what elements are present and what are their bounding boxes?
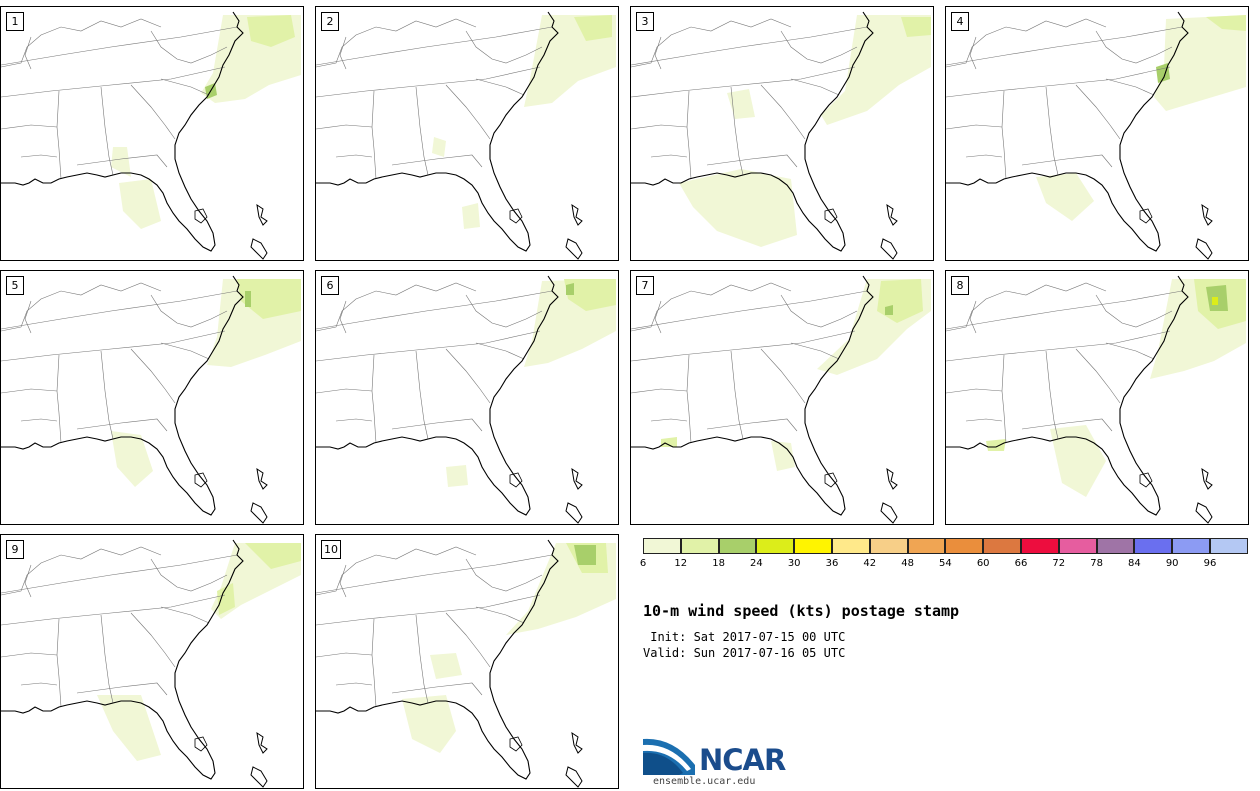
colorbar-tick-label: 54 bbox=[939, 558, 952, 569]
member-number: 5 bbox=[6, 276, 24, 295]
map-base bbox=[1, 11, 301, 260]
plot-title: 10-m wind speed (kts) postage stamp bbox=[643, 602, 960, 620]
valid-time: Valid: Sun 2017-07-16 05 UTC bbox=[643, 646, 846, 660]
member-number: 2 bbox=[321, 12, 339, 31]
member-number: 4 bbox=[951, 12, 969, 31]
colorbar-tick-label: 66 bbox=[1014, 558, 1028, 569]
wind-shading bbox=[432, 15, 616, 229]
wind-shading bbox=[446, 279, 616, 487]
colorbar-swatch bbox=[794, 538, 832, 554]
map-panel-4[interactable]: 4 bbox=[945, 6, 1249, 261]
colorbar-swatch bbox=[983, 538, 1021, 554]
map-panel-1[interactable]: 1 bbox=[0, 6, 304, 261]
ncar-logo: NCAR ensemble.ucar.edu bbox=[643, 735, 786, 787]
colorbar-swatch bbox=[1134, 538, 1173, 554]
colorbar-swatch bbox=[869, 538, 908, 554]
map-panel-6[interactable]: 6 bbox=[315, 270, 619, 525]
colorbar-tick-label: 72 bbox=[1052, 558, 1066, 569]
map-base bbox=[631, 275, 931, 524]
colorbar-tick-label: 18 bbox=[712, 558, 725, 569]
map-panel-10[interactable]: 10 bbox=[315, 534, 619, 789]
wind-shading bbox=[402, 543, 616, 753]
colorbar-swatch bbox=[945, 538, 984, 554]
wind-shading bbox=[661, 279, 931, 471]
colorbar-swatch bbox=[832, 538, 870, 554]
colorbar-tick-label: 30 bbox=[787, 558, 801, 569]
map-base bbox=[316, 275, 616, 524]
member-number: 7 bbox=[636, 276, 654, 295]
map-panel-8[interactable]: 8 bbox=[945, 270, 1249, 525]
map-base bbox=[1, 275, 301, 524]
map-base bbox=[631, 11, 931, 260]
member-number: 1 bbox=[6, 12, 24, 31]
map-panel-7[interactable]: 7 bbox=[630, 270, 934, 525]
colorbar-tick-label: 90 bbox=[1165, 558, 1179, 569]
ncar-wordmark: NCAR bbox=[699, 743, 786, 777]
ncar-swoosh-icon bbox=[643, 738, 695, 775]
colorbar-swatch bbox=[1210, 538, 1248, 554]
map-panel-3[interactable]: 3 bbox=[630, 6, 934, 261]
colorbar-swatch bbox=[1096, 538, 1135, 554]
wind-shading bbox=[97, 543, 301, 761]
wind-shading bbox=[111, 15, 301, 229]
map-panel-2[interactable]: 2 bbox=[315, 6, 619, 261]
map-base bbox=[316, 539, 616, 788]
colorbar-swatch bbox=[1172, 538, 1210, 554]
colorbar-swatch bbox=[680, 538, 719, 554]
colorbar-tick-label: 42 bbox=[863, 558, 877, 569]
member-number: 10 bbox=[321, 540, 341, 559]
colorbar-swatch bbox=[643, 538, 681, 554]
member-number: 9 bbox=[6, 540, 24, 559]
wind-shading bbox=[1036, 15, 1246, 221]
colorbar-tick-label: 12 bbox=[674, 558, 688, 569]
colorbar-tick-label: 78 bbox=[1090, 558, 1103, 569]
wind-shading bbox=[986, 279, 1246, 497]
wind-shading bbox=[679, 15, 931, 247]
map-base bbox=[316, 11, 616, 260]
colorbar-tick-label: 48 bbox=[901, 558, 914, 569]
wind-shading bbox=[111, 279, 301, 487]
colorbar-tick-label: 6 bbox=[639, 558, 647, 569]
colorbar-swatch bbox=[718, 538, 757, 554]
map-panel-5[interactable]: 5 bbox=[0, 270, 304, 525]
map-base bbox=[946, 275, 1246, 524]
member-number: 8 bbox=[951, 276, 969, 295]
ncar-url: ensemble.ucar.edu bbox=[653, 776, 756, 787]
map-base bbox=[1, 539, 301, 788]
colorbar-swatch bbox=[907, 538, 946, 554]
member-number: 3 bbox=[636, 12, 654, 31]
colorbar-tick-label: 60 bbox=[976, 558, 990, 569]
colorbar-swatch bbox=[756, 538, 795, 554]
colorbar-swatch bbox=[1021, 538, 1059, 554]
map-panel-9[interactable]: 9 bbox=[0, 534, 304, 789]
colorbar-tick-label: 84 bbox=[1128, 558, 1141, 569]
colorbar-tick-label: 96 bbox=[1203, 558, 1217, 569]
map-base bbox=[946, 11, 1246, 260]
colorbar-swatch bbox=[1058, 538, 1097, 554]
colorbar-tick-label: 36 bbox=[825, 558, 839, 569]
init-time: Init: Sat 2017-07-15 00 UTC bbox=[643, 630, 846, 644]
colorbar-tick-label: 24 bbox=[750, 558, 763, 569]
member-number: 6 bbox=[321, 276, 339, 295]
